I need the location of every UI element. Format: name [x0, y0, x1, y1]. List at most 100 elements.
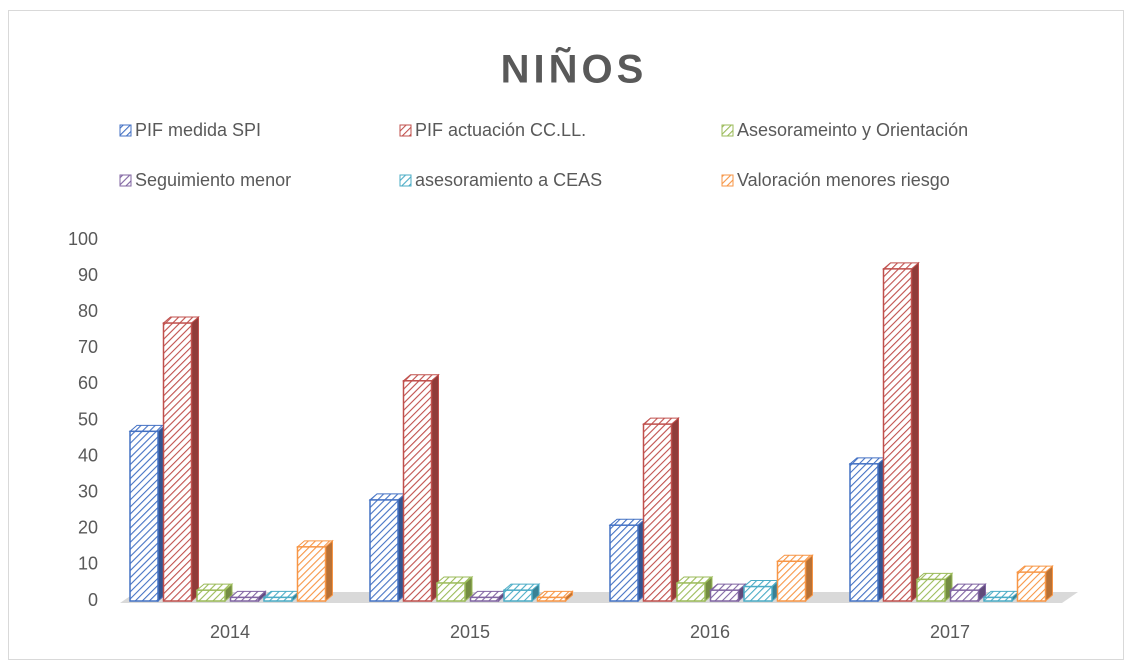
bar: [1016, 565, 1054, 603]
bar-front: [609, 524, 639, 602]
y-tick-label: 80: [78, 301, 98, 321]
bar-top: [162, 316, 200, 324]
bar-front: [229, 596, 260, 602]
x-tick-label: 2017: [930, 622, 970, 642]
bar: [675, 575, 714, 603]
y-tick-label: 90: [78, 265, 98, 285]
bar: [262, 590, 301, 603]
bar: [296, 539, 334, 603]
bar-top: [435, 576, 474, 584]
bar-front: [162, 322, 193, 602]
bar-front: [129, 430, 159, 602]
y-tick-label: 70: [78, 337, 98, 357]
bar: [536, 590, 574, 603]
bar: [915, 572, 954, 603]
y-tick-label: 20: [78, 518, 98, 538]
y-tick-label: 40: [78, 445, 98, 465]
bar-top: [296, 540, 334, 548]
bar-front: [676, 582, 706, 602]
bar: [882, 261, 920, 603]
legend-swatch: [399, 174, 412, 187]
chart-title: NIÑOS: [501, 46, 648, 92]
y-tick-label: 10: [78, 554, 98, 574]
floor: [120, 592, 1078, 603]
bar-side: [325, 539, 333, 603]
bar-front: [1016, 571, 1047, 602]
bar-top: [502, 583, 541, 591]
bar: [642, 417, 680, 603]
bar: [195, 583, 234, 603]
legend-label: Asesorameinto y Orientación: [737, 120, 968, 140]
legend-swatch: [119, 174, 132, 187]
bar-front: [949, 589, 980, 602]
bar-front: [196, 589, 226, 602]
bar-top: [709, 583, 747, 591]
legend-label: PIF actuación CC.LL.: [415, 120, 586, 140]
bar: [982, 590, 1021, 603]
bar: [776, 554, 814, 603]
legend-label: Valoración menores riesgo: [737, 170, 950, 190]
bar-top: [608, 518, 647, 526]
y-tick-label: 60: [78, 373, 98, 393]
bar-front: [983, 596, 1013, 602]
bar-top: [915, 572, 954, 580]
bar-top: [128, 424, 167, 432]
bar: [128, 424, 167, 603]
bar: [435, 575, 474, 603]
bar-front: [436, 582, 466, 602]
bar-top: [368, 493, 407, 501]
bar-side: [671, 417, 679, 603]
legend-swatch: [721, 174, 734, 187]
bar-top: [776, 554, 814, 562]
legend-swatch: [721, 124, 734, 137]
bar-side: [431, 373, 439, 603]
bar-side: [191, 315, 199, 603]
bar: [402, 373, 440, 603]
bar-front: [916, 578, 946, 602]
bar-front: [743, 585, 773, 602]
bar: [502, 583, 541, 603]
bar-top: [469, 590, 507, 598]
bar-front: [296, 546, 327, 602]
bar-top: [195, 583, 234, 591]
bar-front: [369, 499, 399, 602]
bar-front: [709, 589, 740, 602]
bar-top: [949, 583, 987, 591]
bar-top: [402, 374, 440, 382]
legend-label: PIF medida SPI: [135, 120, 261, 140]
bar-front: [882, 268, 913, 602]
y-tick-label: 30: [78, 481, 98, 501]
legend-label: Seguimiento menor: [135, 170, 291, 190]
bar-top: [742, 580, 781, 588]
bar-top: [982, 590, 1021, 598]
bar: [368, 492, 407, 603]
bar-top: [882, 262, 920, 270]
bar-side: [911, 261, 919, 603]
bar: [848, 456, 887, 603]
bar-front: [469, 596, 500, 602]
bar: [709, 583, 747, 603]
bar-front: [642, 423, 673, 602]
bar-front: [536, 596, 567, 602]
x-tick-label: 2016: [690, 622, 730, 642]
bar-front: [263, 596, 293, 602]
bar: [229, 590, 267, 603]
bar-top: [262, 590, 301, 598]
bar-top: [229, 590, 267, 598]
bar-top: [848, 457, 887, 465]
legend-swatch: [399, 124, 412, 137]
bar-front: [402, 380, 433, 602]
x-tick-label: 2015: [450, 622, 490, 642]
bar-top: [675, 576, 714, 584]
y-tick-label: 0: [88, 590, 98, 610]
bar: [162, 315, 200, 603]
bar-top: [642, 417, 680, 425]
bar: [608, 518, 647, 603]
y-tick-label: 100: [68, 229, 98, 249]
legend-label: asesoramiento a CEAS: [415, 170, 602, 190]
bar-front: [776, 560, 807, 602]
y-tick-label: 50: [78, 409, 98, 429]
bar-front: [503, 589, 533, 602]
bar: [742, 579, 781, 603]
